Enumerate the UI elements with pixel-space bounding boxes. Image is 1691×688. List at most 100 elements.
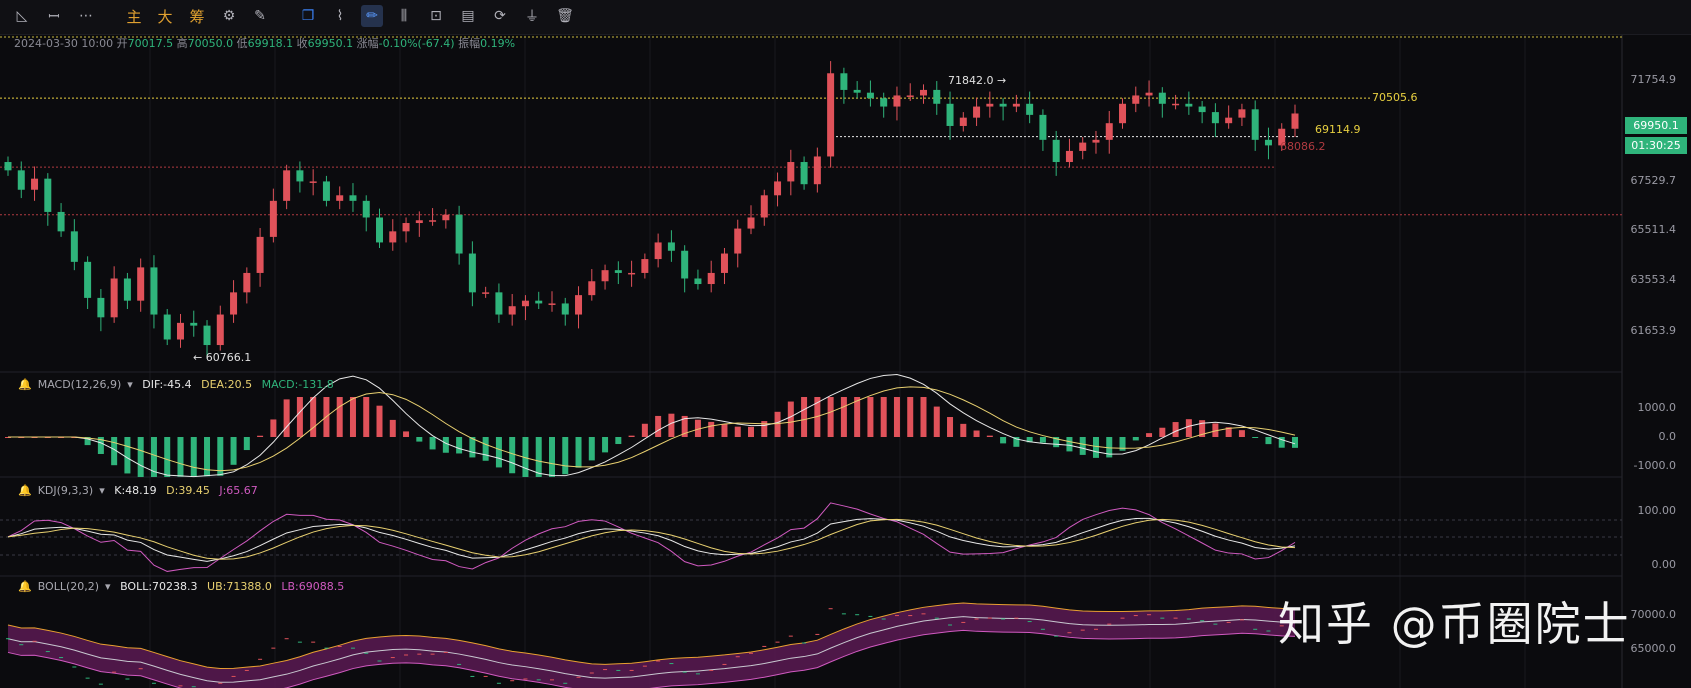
axis-labels: 71842.0 → ← 60766.1 70505.6 69114.9 68086.2 7…: [193, 73, 1676, 655]
macd-bar: [111, 437, 118, 466]
candle-body: [349, 195, 357, 201]
boll-panel: [6, 602, 1297, 688]
main-label[interactable]: 主: [126, 7, 142, 26]
bell-icon[interactable]: 🔔: [18, 580, 32, 593]
candle: [1012, 94, 1020, 113]
candle: [707, 260, 715, 293]
candle: [1158, 87, 1166, 118]
more-tools-icon[interactable]: ⋯: [79, 8, 93, 24]
candle: [999, 98, 1007, 121]
candle: [1092, 130, 1100, 154]
candle: [176, 313, 184, 348]
draw-pen-icon[interactable]: ✏: [361, 5, 383, 27]
low-marker-label: ← 60766.1: [193, 351, 251, 364]
candle: [1132, 86, 1140, 113]
candle: [283, 164, 291, 210]
candle-body: [190, 322, 198, 326]
candle-body: [946, 103, 954, 126]
macd-bar: [708, 421, 715, 437]
candle-body: [495, 292, 503, 315]
kdj-j-line: [7, 502, 1296, 572]
dropdown-icon[interactable]: ▾: [127, 378, 133, 391]
drawing-toolbar: ◺ ꟷ ⋯ 主大筹 ⚙ ✎ ❐ ⌇ ✏ ⫼ ⊡ ▤ ⟳ ⏚ 🗑: [0, 0, 1691, 35]
candle: [44, 173, 52, 226]
kdj-k-line: [7, 517, 1296, 562]
macd-bar: [535, 437, 542, 477]
candle-body: [827, 73, 835, 157]
copy-icon[interactable]: ❐: [301, 8, 315, 24]
macd-bar: [1079, 437, 1086, 455]
macd-bar: [190, 437, 197, 477]
candle: [230, 280, 238, 323]
candle-body: [508, 306, 516, 315]
bell-icon[interactable]: 🔔: [18, 484, 32, 497]
template-icon[interactable]: ▤: [461, 8, 475, 24]
candle: [468, 241, 476, 307]
chip-label[interactable]: 筹: [189, 7, 205, 26]
big-label[interactable]: 大: [157, 7, 173, 26]
lock-icon[interactable]: ⊡: [430, 8, 442, 24]
candle-body: [1251, 109, 1259, 140]
macd-bar: [588, 437, 595, 461]
macd-bar: [376, 405, 383, 437]
macd-bar: [973, 430, 980, 437]
countdown-box: 01:30:25: [1625, 137, 1687, 154]
bar-pattern-tool-icon[interactable]: ꟷ: [48, 8, 60, 25]
candle: [57, 203, 65, 237]
filter-icon[interactable]: ⏚: [525, 9, 539, 25]
candle-body: [707, 272, 715, 285]
macd-bar: [270, 419, 277, 437]
macd-bar: [615, 437, 622, 445]
dropdown-icon[interactable]: ▾: [99, 484, 105, 497]
candle-body: [813, 156, 821, 185]
edit-icon[interactable]: ✎: [254, 8, 266, 24]
macd-bar: [1212, 423, 1219, 437]
candle: [1026, 91, 1034, 124]
candle-body: [601, 270, 609, 282]
settings-icon[interactable]: ⚙: [222, 8, 236, 24]
horizontal-lines: [0, 97, 1622, 216]
candlesticks: [4, 61, 1299, 359]
macd-bar: [1199, 420, 1206, 437]
candle: [137, 258, 145, 312]
delete-icon[interactable]: 🗑: [556, 8, 574, 24]
candle: [1079, 137, 1087, 160]
candle-body: [747, 217, 755, 229]
bell-icon[interactable]: 🔔: [18, 378, 32, 391]
candle: [946, 91, 954, 140]
boll-lower-line: [7, 629, 1296, 688]
macd-bar: [602, 437, 609, 453]
candle-body: [575, 295, 583, 315]
macd-bar: [389, 419, 396, 437]
candle-body: [893, 95, 901, 107]
trend-line-tool-icon[interactable]: ◺: [16, 8, 28, 24]
candle-body: [999, 103, 1007, 107]
kdj-legend: 🔔 KDJ(9,3,3) ▾ K:48.19 D:39.45 J:65.67: [18, 484, 258, 497]
macd-bar: [204, 437, 211, 477]
magnet-icon[interactable]: ⟳: [494, 8, 506, 24]
macd-bar: [1066, 437, 1073, 452]
macd-bar: [509, 437, 516, 474]
macd-bar: [787, 401, 794, 437]
candle-body: [641, 259, 649, 273]
candle-body: [429, 220, 437, 222]
candle-type-icon[interactable]: ⫼: [400, 8, 408, 24]
ruler-icon[interactable]: ⌇: [336, 8, 344, 24]
candle: [614, 261, 622, 285]
candle: [840, 67, 848, 104]
candle: [256, 228, 264, 287]
candle: [1039, 109, 1047, 151]
macd-bar: [429, 437, 436, 450]
candle: [1172, 94, 1180, 110]
candle: [389, 219, 397, 251]
candle-body: [309, 181, 317, 183]
candle: [1052, 130, 1060, 176]
macd-bar: [575, 437, 582, 468]
candle: [575, 286, 583, 329]
candle: [508, 294, 516, 326]
macd-bar: [1225, 427, 1232, 437]
candle: [362, 195, 370, 232]
dropdown-icon[interactable]: ▾: [105, 580, 111, 593]
candle-body: [1132, 95, 1140, 104]
macd-bar: [257, 435, 264, 437]
